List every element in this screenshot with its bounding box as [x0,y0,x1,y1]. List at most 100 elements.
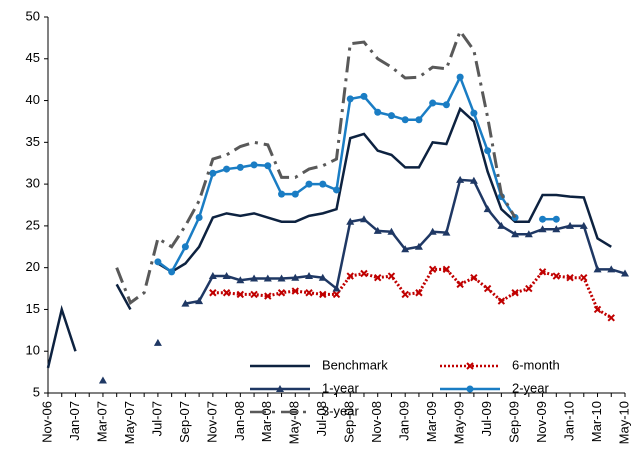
marker [552,272,561,280]
marker [466,385,474,393]
marker [209,169,217,177]
marker [305,180,313,188]
x-tick-label: Nov-08 [369,401,384,443]
marker [466,362,474,370]
marker [291,273,300,281]
legend-label: 3-year [322,403,360,418]
x-tick-label: May-10 [616,401,631,444]
marker [401,290,409,299]
marker [360,269,368,278]
legend: Benchmark 6-month 1-year 2-year 3-year [250,357,560,418]
marker [469,176,478,184]
marker [305,272,314,280]
x-tick-label: May-07 [122,401,137,444]
marker [552,215,560,223]
marker [552,225,561,233]
series-line [212,267,613,320]
marker [387,272,396,280]
marker [332,290,341,299]
x-tick-label: Jan-09 [397,401,412,441]
marker [305,289,313,297]
marker [456,175,465,183]
x-tick-label: Jan-08 [232,401,247,441]
marker [195,297,204,305]
series-line [185,178,626,305]
marker [470,109,478,117]
y-tick-label: 45 [26,50,40,65]
marker [593,305,602,314]
marker [511,230,520,238]
marker [538,225,547,233]
marker [456,73,464,81]
marker [456,280,464,289]
marker [98,376,107,384]
marker [483,205,492,213]
series-line [157,106,612,274]
marker [470,273,478,282]
marker [291,287,299,295]
marker [276,385,284,392]
y-tick-label: 15 [26,301,40,316]
marker [415,116,423,124]
legend-label: 6-month [512,357,560,372]
y-tick-label: 35 [26,134,40,149]
marker [428,227,437,235]
marker [208,272,217,280]
x-tick-label: Nov-06 [39,401,54,443]
marker [264,162,272,170]
y-tick-label: 40 [26,92,40,107]
marker [222,272,231,280]
marker [401,116,409,124]
marker [442,101,450,109]
x-tick-label: Nov-07 [204,401,219,443]
legend-label: Benchmark [322,357,388,372]
marker [236,276,245,284]
marker [360,92,368,100]
marker [181,243,189,251]
marker [524,230,533,238]
x-tick-label: Sep-09 [507,401,522,443]
marker [593,265,602,273]
x-tick-label: Sep-08 [342,401,357,443]
marker [222,289,231,297]
marker [264,292,272,300]
marker [236,290,245,299]
y-tick-label: 10 [26,343,40,358]
marker [333,186,340,194]
x-tick-label: Jan-07 [67,401,82,441]
marker [429,99,437,107]
marker [579,221,588,229]
marker [497,221,506,229]
marker [346,95,354,103]
x-tick-label: Jul-09 [479,401,494,436]
marker [607,265,616,273]
marker [223,165,231,173]
marker [359,215,368,223]
marker [566,221,575,229]
y-tick-label: 5 [33,384,40,399]
marker [484,147,492,155]
marker [442,228,451,236]
x-tick-label: Sep-07 [177,401,192,443]
marker [442,265,451,274]
marker [538,268,547,276]
x-tick-label: Mar-08 [259,401,274,442]
y-tick-label: 20 [26,259,40,274]
x-tick-label: Nov-09 [534,401,549,443]
marker [250,290,258,299]
marker [346,217,355,225]
x-tick-label: Mar-07 [94,401,109,442]
marker [318,273,327,281]
marker [195,214,203,222]
y-tick-label: 30 [26,176,40,191]
marker [291,190,299,198]
marker [607,314,615,322]
marker [319,290,327,299]
marker [374,108,382,116]
marker [415,289,423,297]
marker [168,268,176,276]
series-line [115,283,132,311]
marker [497,297,506,305]
y-tick-label: 25 [26,217,40,232]
